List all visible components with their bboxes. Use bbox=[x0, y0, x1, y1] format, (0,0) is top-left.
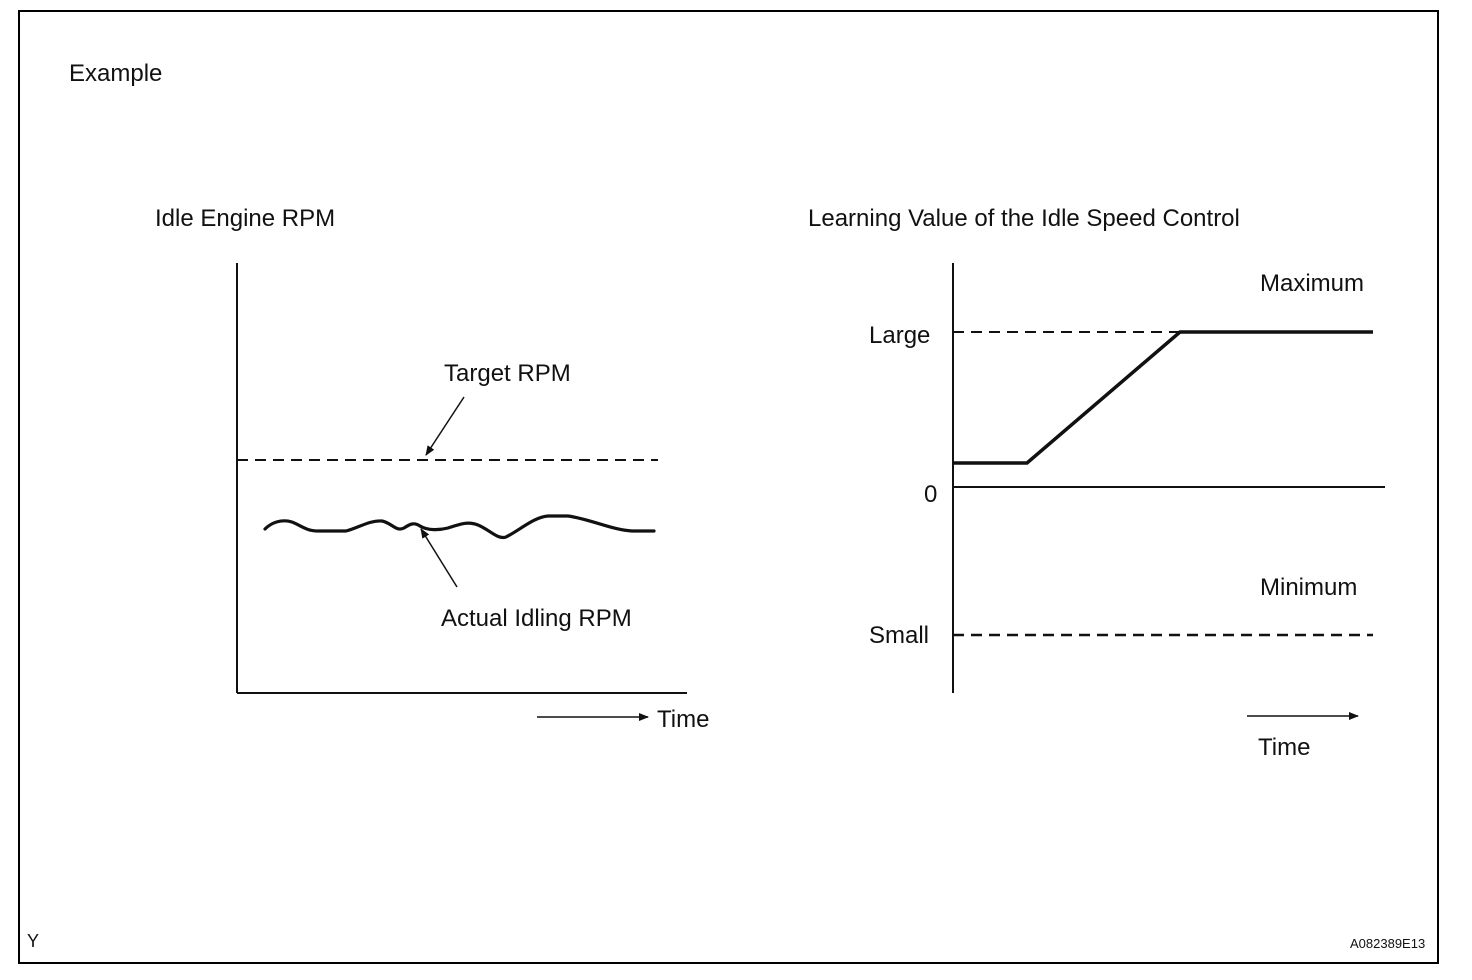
right-chart bbox=[952, 263, 1385, 720]
corner-letter: Y bbox=[27, 931, 40, 951]
right-time-label: Time bbox=[1258, 734, 1311, 761]
target-rpm-label: Target RPM bbox=[444, 360, 571, 387]
target-rpm-leader-arrow bbox=[425, 396, 465, 456]
figure-heading: Example bbox=[69, 60, 163, 87]
minimum-label: Minimum bbox=[1260, 574, 1358, 601]
figure-id: A082389E13 bbox=[1350, 936, 1426, 951]
actual-idling-rpm-label: Actual Idling RPM bbox=[441, 605, 632, 632]
zero-label: 0 bbox=[924, 481, 938, 508]
large-label: Large bbox=[869, 322, 931, 349]
right-chart-title: Learning Value of the Idle Speed Control bbox=[808, 205, 1240, 232]
actual-rpm-leader-arrow bbox=[420, 528, 458, 588]
small-label: Small bbox=[869, 622, 930, 649]
figure-frame bbox=[18, 10, 1439, 964]
learning-value-curve bbox=[953, 330, 1373, 465]
maximum-label: Maximum bbox=[1260, 270, 1365, 297]
actual-idling-rpm-curve bbox=[263, 514, 656, 540]
left-chart bbox=[236, 263, 687, 721]
left-time-label: Time bbox=[657, 706, 710, 733]
left-chart-title: Idle Engine RPM bbox=[155, 205, 336, 232]
